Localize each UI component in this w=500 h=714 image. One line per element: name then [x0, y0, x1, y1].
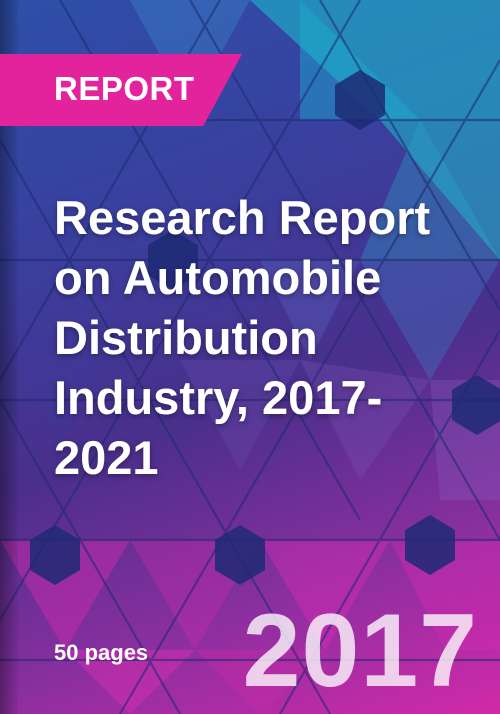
report-banner [0, 54, 242, 126]
book-spine-shadow [0, 0, 18, 714]
report-year: 2017 [242, 593, 478, 709]
report-banner-label: REPORT [54, 70, 195, 107]
page-count: 50 pages [54, 640, 149, 665]
report-title: Research Report on Automobile Distributi… [54, 191, 431, 484]
